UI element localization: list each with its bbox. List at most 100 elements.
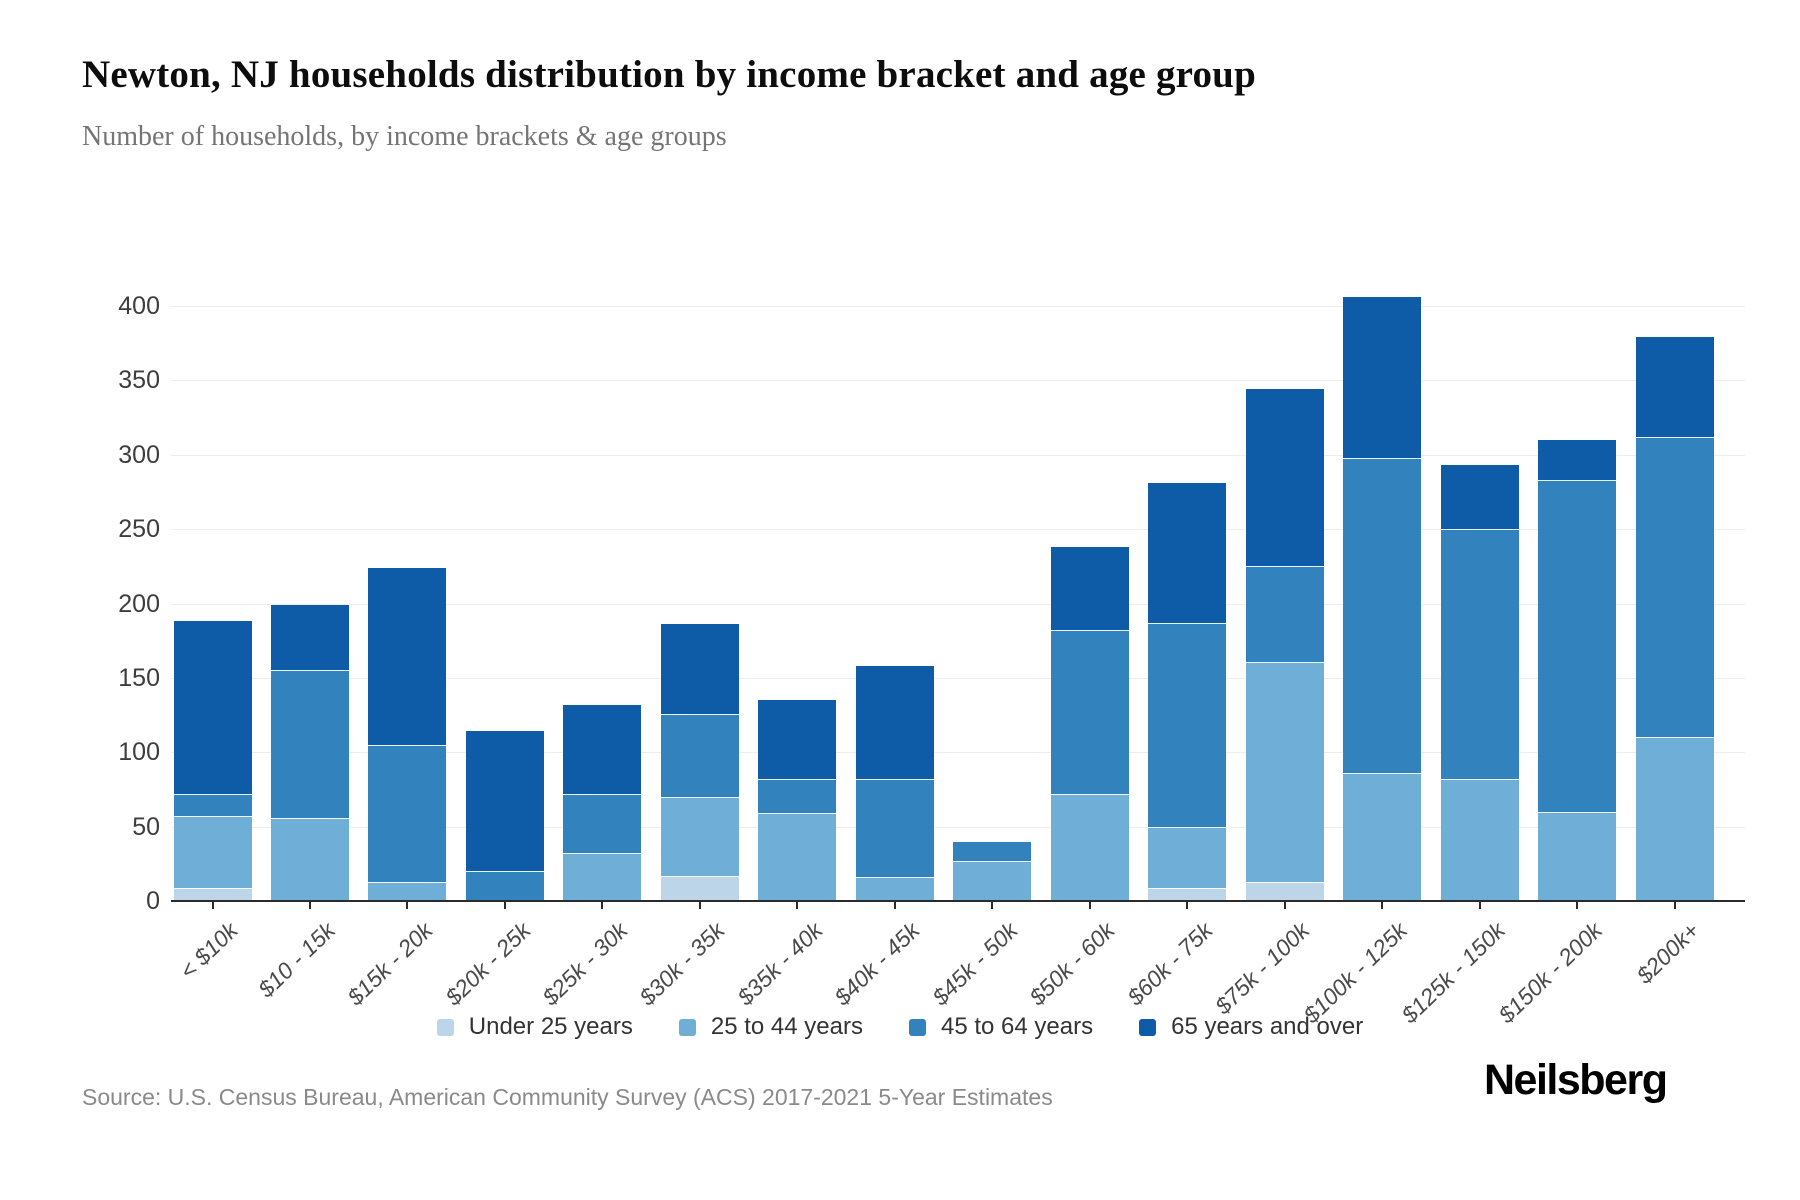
bar-segment[interactable]: [465, 871, 544, 901]
bar-segment[interactable]: [1538, 480, 1617, 812]
bar-segment[interactable]: [563, 704, 642, 794]
bar-segment[interactable]: [173, 887, 252, 901]
bar-segment[interactable]: [1148, 826, 1227, 888]
x-axis-category-label: $45k - 50k: [927, 917, 1023, 1011]
x-axis-category-label: $30k - 35k: [634, 917, 730, 1011]
bar-segment[interactable]: [1343, 773, 1422, 901]
x-axis-category-label: $75k - 100k: [1210, 917, 1315, 1020]
bar-segment[interactable]: [270, 670, 349, 818]
x-axis-tick: [1186, 902, 1189, 909]
bar-segment[interactable]: [855, 665, 934, 780]
y-axis-tick-label: 0: [146, 887, 160, 915]
legend-item[interactable]: 65 years and over: [1139, 1013, 1363, 1041]
y-gridline-250: [171, 529, 1745, 530]
bar-segment[interactable]: [1050, 546, 1129, 631]
legend-item[interactable]: 25 to 44 years: [678, 1013, 863, 1041]
bar-segment[interactable]: [953, 841, 1032, 861]
x-axis-tick: [698, 902, 701, 909]
y-gridline-300: [171, 455, 1745, 456]
bar-segment[interactable]: [270, 817, 349, 901]
bar-segment[interactable]: [660, 624, 739, 714]
legend-item[interactable]: Under 25 years: [436, 1013, 633, 1041]
bar-segment[interactable]: [173, 793, 252, 817]
chart-legend: Under 25 years 25 to 44 years 45 to 64 yea…: [0, 1013, 1800, 1041]
legend-swatch-icon: [1139, 1018, 1157, 1036]
x-axis-tick: [796, 902, 799, 909]
x-axis-tick: [1283, 902, 1286, 909]
page-subtitle: Number of households, by income brackets…: [82, 121, 727, 152]
bar-segment[interactable]: [1148, 622, 1227, 827]
y-axis-tick-label: 50: [132, 813, 160, 841]
y-axis-tick-label: 200: [118, 590, 160, 618]
bar-segment[interactable]: [1050, 793, 1129, 901]
bar-segment[interactable]: [1635, 737, 1714, 901]
bar-segment[interactable]: [1245, 389, 1324, 567]
x-axis-tick: [1673, 902, 1676, 909]
x-axis-tick: [991, 902, 994, 909]
bar-segment[interactable]: [758, 700, 837, 780]
bar-segment[interactable]: [563, 793, 642, 854]
x-axis-tick: [1088, 902, 1091, 909]
bar-segment[interactable]: [660, 796, 739, 876]
y-axis-tick-label: 100: [118, 738, 160, 766]
bar-segment[interactable]: [660, 875, 739, 901]
x-axis-category-label: $25k - 30k: [537, 917, 633, 1011]
y-gridline-150: [171, 678, 1745, 679]
x-axis-category-label: $200k+: [1631, 917, 1705, 989]
bar-segment[interactable]: [563, 853, 642, 901]
y-axis-tick-label: 150: [118, 664, 160, 692]
x-axis-tick: [601, 902, 604, 909]
source-note: Source: U.S. Census Bureau, American Com…: [82, 1084, 1053, 1110]
x-axis-category-label: $20k - 25k: [439, 917, 535, 1011]
x-axis-category-label: < $10k: [174, 917, 243, 985]
y-gridline-100: [171, 752, 1745, 753]
bar-segment[interactable]: [1538, 439, 1617, 481]
bar-segment[interactable]: [855, 877, 934, 901]
bar-segment[interactable]: [465, 731, 544, 872]
legend-swatch-icon: [678, 1018, 696, 1036]
bar-segment[interactable]: [1440, 465, 1519, 530]
neilsberg-logo: Neilsberg: [1484, 1056, 1668, 1104]
bar-segment[interactable]: [1148, 887, 1227, 901]
x-axis-category-label: $35k - 40k: [732, 917, 828, 1011]
bar-segment[interactable]: [1050, 630, 1129, 794]
bar-segment[interactable]: [173, 816, 252, 888]
x-axis-line: [171, 900, 1745, 902]
bar-segment[interactable]: [1440, 529, 1519, 780]
bar-segment[interactable]: [758, 779, 837, 814]
bar-segment[interactable]: [1343, 297, 1422, 458]
bar-segment[interactable]: [660, 713, 739, 797]
bar-segment[interactable]: [1635, 337, 1714, 437]
bar-segment[interactable]: [1635, 436, 1714, 738]
bar-segment[interactable]: [1148, 483, 1227, 623]
bar-segment[interactable]: [855, 779, 934, 878]
y-axis-tick-label: 400: [118, 292, 160, 320]
legend-item[interactable]: 45 to 64 years: [908, 1013, 1094, 1041]
bar-segment[interactable]: [1245, 566, 1324, 662]
bar-segment[interactable]: [270, 604, 349, 671]
bar-segment[interactable]: [953, 860, 1032, 901]
bar-segment[interactable]: [368, 567, 447, 745]
legend-swatch-icon: [908, 1018, 926, 1036]
x-axis-category-label: $15k - 20k: [342, 917, 438, 1011]
bar-segment[interactable]: [1245, 881, 1324, 901]
bar-segment[interactable]: [368, 881, 447, 901]
legend-label: 65 years and over: [1171, 1013, 1364, 1040]
page-title: Newton, NJ households distribution by in…: [82, 53, 1256, 96]
y-axis-tick-label: 300: [118, 441, 160, 469]
y-gridline-50: [171, 827, 1745, 828]
x-axis-category-label: $50k - 60k: [1024, 917, 1120, 1011]
x-axis-tick: [1576, 902, 1579, 909]
bar-segment[interactable]: [1245, 661, 1324, 882]
x-axis-tick: [893, 902, 896, 909]
bar-segment[interactable]: [173, 621, 252, 794]
bar-segment[interactable]: [1440, 779, 1519, 901]
y-gridline-400: [171, 306, 1745, 307]
bar-segment[interactable]: [368, 744, 447, 882]
bar-segment[interactable]: [1343, 457, 1422, 774]
legend-label: 45 to 64 years: [940, 1013, 1094, 1040]
bar-segment[interactable]: [758, 813, 837, 901]
y-gridline-350: [171, 380, 1745, 381]
x-axis-tick: [1478, 902, 1481, 909]
bar-segment[interactable]: [1538, 811, 1617, 901]
